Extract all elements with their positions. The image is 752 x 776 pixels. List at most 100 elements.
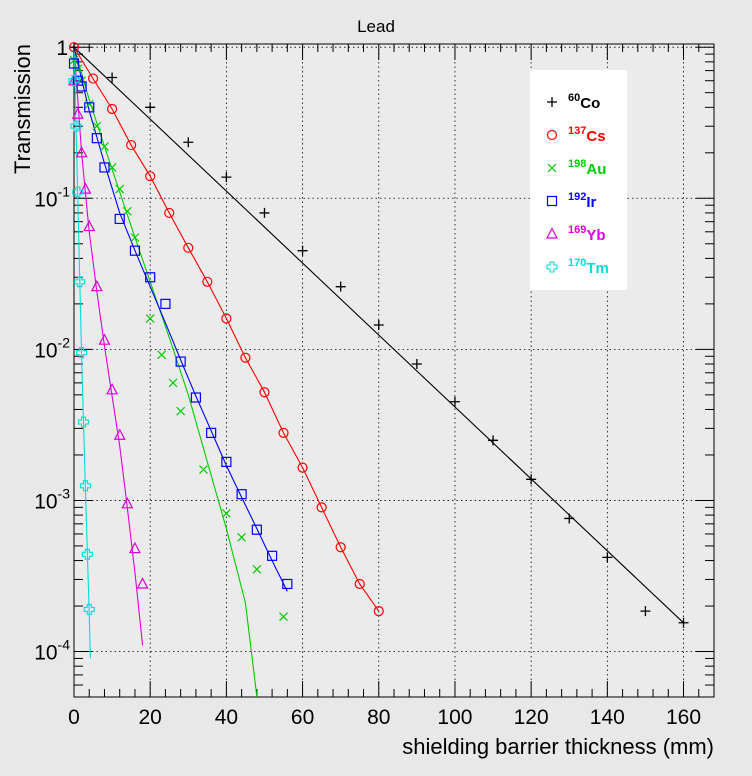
- data-point-co: [488, 435, 499, 446]
- data-point-ir: [190, 392, 202, 403]
- y-tick-label: 10-3: [34, 485, 70, 513]
- data-point-au: [115, 184, 125, 194]
- data-point-ir: [160, 298, 171, 309]
- x-tick-label: 100: [437, 706, 472, 729]
- data-point-au: [92, 121, 102, 131]
- data-point-yb: [71, 107, 84, 119]
- y-tick-label: 10-2: [34, 334, 70, 362]
- data-point-au: [145, 314, 155, 323]
- data-point-au: [176, 406, 186, 416]
- y-tick-label: 10-1: [34, 183, 70, 211]
- data-point-co: [183, 137, 194, 148]
- data-point-ir: [221, 456, 232, 467]
- x-tick-label: 80: [367, 706, 390, 729]
- data-point-co: [526, 474, 537, 485]
- data-point-ir: [145, 272, 156, 283]
- legend-marker-tm: [546, 261, 558, 273]
- legend-marker-yb: [546, 227, 558, 239]
- data-point-tm: [72, 186, 84, 198]
- fit-line-co: [74, 46, 684, 624]
- data-point-ir: [206, 427, 217, 438]
- data-point-co: [69, 42, 79, 53]
- data-point-au: [73, 64, 83, 74]
- data-point-tm: [70, 120, 82, 132]
- data-point-co: [221, 172, 232, 183]
- data-point-cs: [106, 103, 118, 115]
- data-point-cs: [183, 242, 194, 253]
- data-point-yb: [83, 219, 96, 232]
- data-point-ir: [251, 524, 262, 535]
- data-point-au: [100, 142, 109, 151]
- data-point-ir: [175, 356, 186, 367]
- data-point-yb: [75, 146, 88, 158]
- data-point-au: [252, 564, 262, 574]
- data-point-au: [84, 99, 94, 109]
- data-point-co: [678, 617, 689, 628]
- data-point-au: [237, 532, 247, 542]
- data-point-ir: [84, 102, 95, 113]
- data-point-tm: [77, 416, 90, 428]
- data-point-ir: [99, 162, 110, 173]
- legend-entry-co: 60Co: [568, 92, 600, 112]
- data-point-yb: [113, 428, 126, 440]
- x-tick-label: 20: [139, 706, 162, 729]
- data-point-cs: [335, 542, 346, 553]
- data-point-yb: [128, 541, 141, 554]
- data-point-yb: [98, 333, 111, 345]
- data-point-tm: [68, 75, 80, 87]
- x-tick-label: 60: [291, 706, 314, 729]
- data-point-yb: [106, 383, 119, 395]
- data-point-co: [411, 359, 422, 370]
- data-point-yb: [79, 182, 92, 194]
- x-tick-label: 120: [514, 706, 549, 729]
- fit-lines: [74, 46, 684, 697]
- data-point-cs: [68, 42, 80, 53]
- data-point-co: [259, 207, 270, 218]
- fit-line-yb: [74, 47, 144, 646]
- x-tick-label: 0: [68, 706, 80, 729]
- y-tick-label: 1: [56, 37, 68, 60]
- data-point-cs: [221, 313, 232, 324]
- data-point-au: [69, 55, 79, 65]
- data-point-au: [199, 465, 208, 475]
- legend-marker-co: [547, 97, 557, 107]
- data-point-cs: [259, 387, 270, 398]
- data-point-cs: [202, 276, 213, 287]
- data-point-tm: [81, 548, 93, 560]
- legend-entry-yb: 169Yb: [568, 224, 606, 244]
- data-point-co: [602, 552, 613, 563]
- data-point-ir: [91, 133, 102, 144]
- data-point-yb: [68, 73, 80, 86]
- data-point-tm: [76, 347, 88, 359]
- data-point-ir: [129, 245, 141, 256]
- data-point-au: [168, 378, 178, 388]
- y-axis-label: Transmission: [10, 44, 35, 174]
- data-point-co: [373, 319, 384, 330]
- legend-marker-cs: [546, 129, 558, 141]
- data-point-cs: [354, 578, 365, 590]
- data-point-yb: [136, 577, 149, 589]
- legend-entry-tm: 170Tm: [568, 257, 609, 277]
- data-point-tm: [74, 276, 86, 288]
- data-point-cs: [240, 352, 251, 363]
- legend-entry-ir: 192Ir: [568, 191, 597, 211]
- data-point-cs: [373, 606, 384, 617]
- data-point-cs: [126, 139, 137, 151]
- axis-ticks: 0 20 40 60 80 100 120 140 160 1 10-1 10-2 10-3 10-4: [34, 37, 715, 729]
- data-point-cs: [297, 462, 308, 473]
- data-point-ir: [236, 489, 247, 500]
- data-point-yb: [121, 497, 134, 509]
- x-tick-label: 40: [215, 706, 238, 729]
- x-tick-label: 140: [590, 706, 625, 729]
- legend: 60Co 137Cs 198Au 192Ir 169Yb 170Tm: [530, 70, 627, 290]
- data-point-au: [157, 350, 167, 360]
- data-point-co: [335, 281, 346, 292]
- data-point-co: [297, 245, 308, 256]
- data-point-tm: [79, 480, 91, 492]
- y-tick-label: 10-4: [34, 637, 70, 665]
- data-point-ir: [114, 213, 125, 225]
- fit-line-tm: [74, 47, 91, 659]
- legend-marker-ir: [546, 195, 558, 207]
- data-point-cs: [316, 502, 327, 513]
